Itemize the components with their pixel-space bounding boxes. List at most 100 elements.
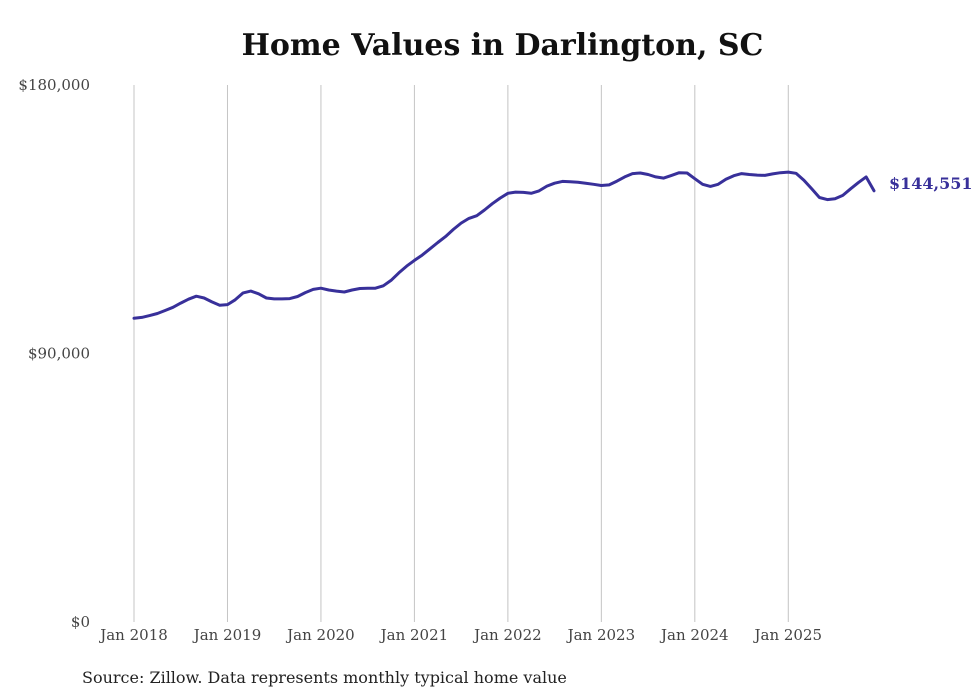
x-tick-label: Jan 2024 bbox=[659, 626, 729, 644]
series-layer bbox=[132, 170, 876, 320]
data-point bbox=[265, 297, 267, 299]
data-point bbox=[382, 285, 384, 287]
data-point bbox=[569, 181, 571, 183]
source-note: Source: Zillow. Data represents monthly … bbox=[82, 668, 567, 687]
data-point bbox=[857, 181, 859, 183]
data-point bbox=[367, 287, 369, 289]
data-point bbox=[826, 198, 828, 200]
data-point bbox=[873, 190, 875, 192]
data-point bbox=[709, 185, 711, 187]
data-point bbox=[281, 298, 283, 300]
data-point bbox=[148, 314, 150, 316]
data-point bbox=[842, 194, 844, 196]
data-point bbox=[756, 174, 758, 176]
data-point bbox=[811, 188, 813, 190]
data-point bbox=[686, 172, 688, 174]
data-point bbox=[444, 235, 446, 237]
data-point bbox=[725, 178, 727, 180]
data-point bbox=[553, 182, 555, 184]
data-point bbox=[203, 297, 205, 299]
data-point bbox=[608, 184, 610, 186]
data-point bbox=[452, 228, 454, 230]
data-point bbox=[592, 183, 594, 185]
data-point bbox=[374, 287, 376, 289]
data-point bbox=[437, 241, 439, 243]
data-point bbox=[476, 215, 478, 217]
y-tick-label: $0 bbox=[71, 613, 90, 631]
data-point bbox=[522, 191, 524, 193]
data-point bbox=[226, 303, 228, 305]
data-point bbox=[616, 180, 618, 182]
data-point bbox=[834, 198, 836, 200]
data-point bbox=[141, 316, 143, 318]
y-axis-tick-labels: $0 $90,000 $180,000 bbox=[18, 76, 90, 631]
data-point bbox=[740, 172, 742, 174]
data-point bbox=[491, 203, 493, 205]
data-point bbox=[390, 279, 392, 281]
x-tick-label: Jan 2021 bbox=[379, 626, 449, 644]
data-point bbox=[585, 182, 587, 184]
data-point bbox=[694, 178, 696, 180]
data-point bbox=[406, 265, 408, 267]
data-point bbox=[460, 222, 462, 224]
data-point bbox=[398, 272, 400, 274]
data-point bbox=[468, 217, 470, 219]
data-point bbox=[849, 188, 851, 190]
data-point bbox=[289, 297, 291, 299]
data-point bbox=[733, 175, 735, 177]
x-tick-label: Jan 2018 bbox=[98, 626, 168, 644]
x-tick-label: Jan 2019 bbox=[192, 626, 262, 644]
series-line-0 bbox=[132, 170, 876, 320]
data-point bbox=[273, 298, 275, 300]
data-point bbox=[296, 295, 298, 297]
data-point bbox=[803, 179, 805, 181]
data-point bbox=[577, 181, 579, 183]
data-point bbox=[499, 197, 501, 199]
data-point bbox=[631, 172, 633, 174]
data-point bbox=[678, 172, 680, 174]
data-point bbox=[312, 288, 314, 290]
data-point bbox=[413, 259, 415, 261]
end-value-label-layer: $144,551 bbox=[889, 174, 973, 193]
data-point bbox=[164, 309, 166, 311]
data-point bbox=[257, 293, 259, 295]
data-point bbox=[546, 185, 548, 187]
x-tick-label: Jan 2022 bbox=[472, 626, 542, 644]
data-point bbox=[328, 289, 330, 291]
data-point bbox=[772, 173, 774, 175]
data-point bbox=[219, 304, 221, 306]
data-point bbox=[639, 172, 641, 174]
data-point bbox=[538, 190, 540, 192]
x-tick-label: Jan 2025 bbox=[753, 626, 823, 644]
data-point bbox=[250, 290, 252, 292]
data-point bbox=[818, 196, 820, 198]
data-point bbox=[335, 290, 337, 292]
data-point bbox=[187, 298, 189, 300]
data-point bbox=[359, 287, 361, 289]
data-point bbox=[429, 248, 431, 250]
data-point bbox=[421, 254, 423, 256]
x-tick-label: Jan 2020 bbox=[285, 626, 355, 644]
data-point bbox=[655, 176, 657, 178]
data-point bbox=[351, 289, 353, 291]
x-axis-tick-labels: Jan 2018 Jan 2019 Jan 2020 Jan 2021 Jan 2022… bbox=[98, 626, 822, 644]
x-tick-label: Jan 2023 bbox=[566, 626, 636, 644]
data-point bbox=[670, 174, 672, 176]
data-point bbox=[195, 295, 197, 297]
data-point bbox=[156, 312, 158, 314]
data-point bbox=[624, 176, 626, 178]
data-point bbox=[764, 174, 766, 176]
data-point bbox=[647, 173, 649, 175]
data-point bbox=[343, 291, 345, 293]
data-point bbox=[779, 172, 781, 174]
y-tick-label: $90,000 bbox=[28, 345, 90, 363]
data-point bbox=[787, 171, 789, 173]
chart-title: Home Values in Darlington, SC bbox=[241, 28, 764, 63]
data-point bbox=[514, 191, 516, 193]
vertical-gridlines bbox=[133, 85, 789, 622]
y-tick-label: $180,000 bbox=[18, 76, 90, 94]
data-point bbox=[663, 177, 665, 179]
data-point bbox=[865, 176, 867, 178]
data-point bbox=[180, 302, 182, 304]
